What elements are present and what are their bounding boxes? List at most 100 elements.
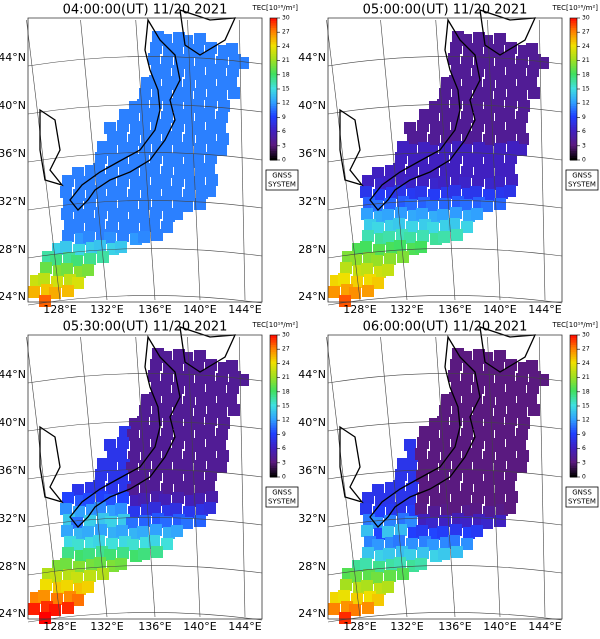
tec-cell — [493, 493, 505, 505]
colorbar-tick-label: 24 — [582, 43, 590, 50]
tec-cell — [515, 461, 527, 473]
colorbar-slice — [270, 112, 277, 116]
tec-cell — [161, 221, 173, 233]
tec-cell — [205, 97, 217, 109]
colorbar-slice — [270, 379, 277, 383]
colorbar-slice — [570, 39, 577, 43]
colorbar-tick-label: 0 — [582, 157, 586, 164]
tec-cell — [127, 539, 139, 551]
colorbar-tick-label: 21 — [282, 57, 290, 64]
colorbar-slice — [570, 107, 577, 111]
tec-cell — [415, 241, 427, 253]
colorbar-slice — [270, 353, 277, 357]
tec-cell — [183, 134, 195, 146]
tec-cell — [194, 88, 206, 100]
tec-cell — [362, 175, 374, 187]
colorbar-slice — [570, 81, 577, 85]
tec-cell — [361, 580, 373, 592]
colorbar-slice — [270, 469, 277, 473]
colorbar-tick-label: 30 — [282, 332, 290, 339]
colorbar-slice — [270, 136, 277, 140]
tec-cell — [214, 122, 226, 134]
tec-cell — [360, 503, 372, 515]
tec-cell — [437, 526, 449, 538]
colorbar-slice — [270, 401, 277, 405]
tec-cell — [127, 112, 139, 124]
tec-cell — [482, 484, 494, 496]
colorbar-slice — [570, 103, 577, 107]
tec-cell — [182, 167, 194, 179]
tec-cell — [72, 484, 84, 496]
tec-cell — [216, 56, 228, 68]
tec-cell — [448, 108, 460, 120]
colorbar-tick-label: 24 — [282, 43, 290, 50]
tec-cell — [194, 143, 206, 155]
tec-cell — [172, 492, 184, 504]
tec-cell — [148, 108, 160, 120]
colorbar-slice — [570, 18, 577, 21]
meridian — [80, 19, 108, 301]
coastline — [39, 326, 237, 528]
parallel — [327, 612, 563, 623]
colorbar-slice — [270, 453, 277, 457]
badge-line: SYSTEM — [268, 498, 296, 506]
tec-cell — [116, 525, 128, 537]
tec-cell — [105, 516, 117, 528]
colorbar-slice — [270, 107, 277, 111]
tec-cell — [105, 199, 117, 211]
tec-cell — [328, 603, 340, 615]
colorbar-slice — [570, 389, 577, 393]
tec-cell — [439, 460, 451, 472]
tec-cell — [393, 163, 405, 175]
lon-label: 144°E — [228, 303, 261, 316]
tec-cell — [192, 99, 204, 111]
colorbar-label: TEC[10¹⁶/m²] — [251, 321, 298, 329]
tec-cell — [205, 152, 217, 164]
tec-cell — [204, 130, 216, 142]
meridian — [487, 19, 501, 301]
tec-cell — [183, 451, 195, 463]
colorbar-slice — [270, 365, 277, 369]
colorbar-slice — [570, 98, 577, 102]
tec-cell — [72, 277, 84, 289]
tec-cell — [218, 417, 230, 429]
tec-cell — [351, 276, 363, 288]
tec-cell — [193, 66, 205, 78]
tec-cell — [481, 145, 493, 157]
colorbar-tick-label: 18 — [582, 388, 590, 395]
colorbar-slice — [570, 157, 577, 161]
tec-cell — [517, 450, 529, 462]
tec-cell — [193, 121, 205, 133]
colorbar-slice — [270, 377, 277, 381]
tec-cell — [394, 240, 406, 252]
colorbar-slice — [270, 429, 277, 433]
tec-cell — [170, 448, 182, 460]
tec-cell — [217, 133, 229, 145]
tec-cell — [417, 230, 429, 242]
tec-cell — [460, 199, 472, 211]
tec-cell — [461, 221, 473, 233]
tec-cell — [361, 525, 373, 537]
colorbar-slice — [270, 356, 277, 360]
tec-cell — [382, 264, 394, 276]
lat-label: 44°N — [0, 51, 26, 64]
map-panel: 05:30:00(UT) 11/20 2021 44°N 40°N 36°N 32°N 2… — [0, 320, 299, 633]
tec-cell — [506, 491, 518, 503]
colorbar-slice — [270, 427, 277, 431]
tec-cell — [171, 360, 183, 372]
panel-title: 05:30:00(UT) 11/20 2021 — [63, 320, 228, 335]
colorbar-slice — [270, 138, 277, 142]
tec-cell — [517, 133, 529, 145]
tec-cell — [516, 111, 528, 123]
colorbar-tick-label: 15 — [582, 403, 590, 410]
colorbar-slice — [570, 351, 577, 355]
tec-cell — [203, 425, 215, 437]
tec-cell — [95, 207, 107, 219]
tec-cell — [515, 89, 527, 101]
colorbar-slice — [270, 79, 277, 83]
tec-cell — [438, 176, 450, 188]
tec-cell — [204, 185, 216, 197]
colorbar-slice — [570, 46, 577, 50]
colorbar-tick-label: 9 — [282, 114, 286, 121]
tec-cell — [39, 612, 51, 624]
